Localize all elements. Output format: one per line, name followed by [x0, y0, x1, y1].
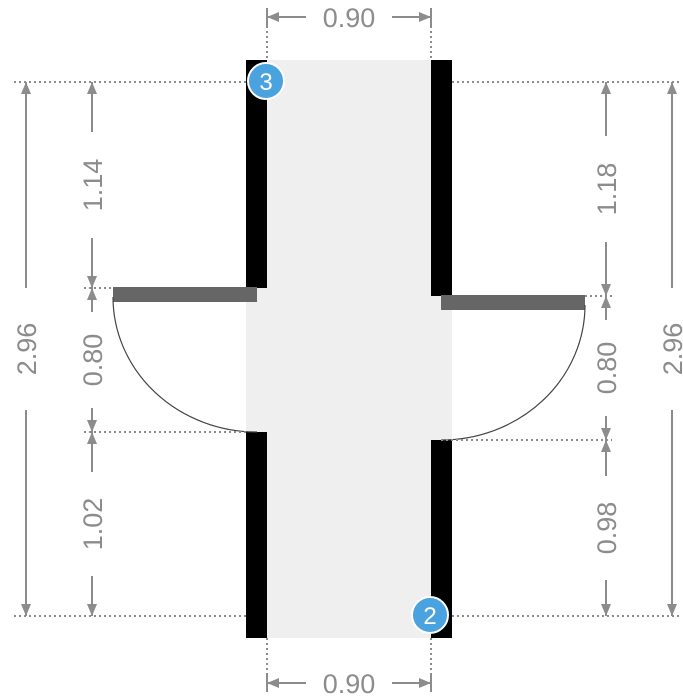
- corridor-floor: [246, 60, 452, 638]
- left-upper-label: 1.14: [78, 159, 108, 212]
- right-door-swing-arc: [440, 304, 586, 441]
- left-total-label: 2.96: [12, 323, 42, 376]
- left-door-swing-arc: [112, 296, 258, 433]
- right-lower-wall: [431, 440, 452, 638]
- left-lower-wall: [246, 432, 267, 638]
- left-upper-dimension: 1.14: [78, 82, 108, 288]
- marker-3-label: 3: [259, 69, 272, 96]
- right-door-label: 0.80: [592, 342, 622, 395]
- right-lower-dimension: 0.98: [592, 440, 622, 616]
- right-upper-wall: [431, 60, 452, 296]
- right-total-dimension: 2.96: [658, 82, 683, 616]
- left-door-dimension: 0.80: [78, 288, 108, 432]
- right-door-leaf: [441, 295, 585, 310]
- right-total-label: 2.96: [658, 323, 683, 376]
- left-upper-wall: [246, 60, 267, 288]
- marker-3[interactable]: 3: [247, 62, 285, 100]
- marker-2[interactable]: 2: [411, 596, 449, 634]
- bottom-width-label: 0.90: [323, 669, 376, 699]
- top-width-dimension: 0.90: [266, 3, 432, 60]
- right-lower-label: 0.98: [592, 502, 622, 555]
- right-upper-dimension: 1.18: [592, 82, 622, 296]
- right-door-dimension: 0.80: [592, 296, 622, 440]
- bottom-width-dimension: 0.90: [266, 638, 432, 699]
- left-door-label: 0.80: [78, 334, 108, 387]
- marker-2-label: 2: [423, 603, 436, 630]
- right-upper-label: 1.18: [592, 163, 622, 216]
- left-lower-label: 1.02: [78, 498, 108, 551]
- left-lower-dimension: 1.02: [78, 432, 108, 616]
- left-total-dimension: 2.96: [12, 82, 42, 616]
- right-extension-lines: [441, 81, 680, 617]
- top-width-label: 0.90: [323, 3, 376, 33]
- left-extension-lines: [14, 81, 246, 617]
- left-door-leaf: [113, 287, 257, 302]
